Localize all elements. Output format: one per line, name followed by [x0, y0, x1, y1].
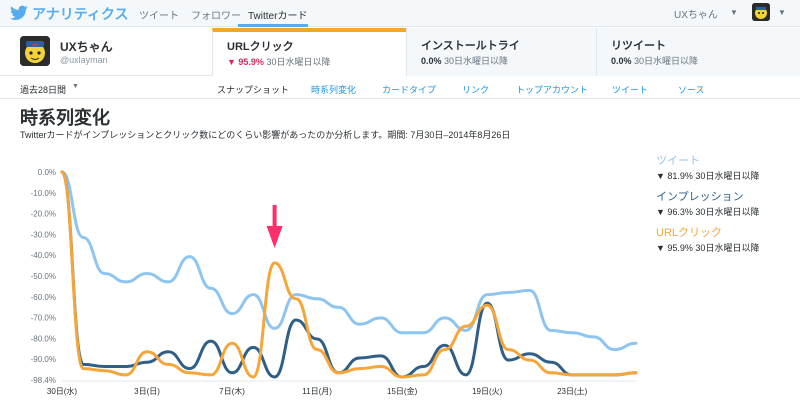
metric-value: 0.0% — [611, 56, 632, 66]
y-tick-label: -98.4% — [31, 376, 56, 385]
view-subnav: 過去28日間 ▼ スナップショット 時系列変化 カードタイプ リンク トップアカ… — [0, 77, 800, 99]
metric-change: 0.0% 30日水曜日以降 — [421, 54, 508, 67]
y-tick-label: -60.0% — [31, 293, 56, 302]
subnav-top-accounts[interactable]: トップアカウント — [516, 85, 589, 95]
avatar[interactable] — [752, 3, 770, 21]
metric-title: インストールトライ — [421, 40, 520, 52]
x-tick-label: 23日(土) — [557, 386, 588, 396]
x-tick-label: 3日(日) — [134, 387, 160, 396]
subnav-card-type[interactable]: カードタイプ — [382, 85, 437, 95]
legend-change: ▼ 96.3% 30日水曜日以降 — [656, 207, 760, 217]
metric-change: ▼ 95.9% 30日水曜日以降 — [227, 55, 330, 68]
y-tick-label: -70.0% — [31, 314, 56, 323]
series-line-2 — [60, 170, 638, 379]
profile-handle: @uxlayman — [60, 55, 108, 65]
y-tick-label: -30.0% — [31, 230, 56, 239]
x-tick-label: 30日(水) — [47, 386, 78, 396]
page-title: 時系列変化 — [20, 108, 110, 128]
legend-label: インプレッション — [656, 191, 744, 203]
metric-period: 30日水曜日以降 — [631, 56, 699, 66]
subnav-links[interactable]: リンク — [462, 85, 490, 95]
y-tick-label: 0.0% — [38, 168, 56, 177]
page-description: Twitterカードがインプレッションとクリック数にどのくらい影響があったのか分… — [20, 130, 511, 140]
twitter-bird-icon[interactable] — [10, 5, 28, 21]
analytics-brand[interactable]: アナリティクス — [32, 6, 129, 22]
legend-change: ▼ 81.9% 30日水曜日以降 — [656, 171, 760, 181]
metric-value: 0.0% — [421, 56, 442, 66]
chevron-down-icon[interactable]: ▼ — [730, 8, 738, 17]
legend-item-tweets[interactable]: ツイート ▼ 81.9% 30日水曜日以降 — [656, 152, 759, 182]
summary-header: UX UXちゃん @uxlayman URLクリック ▼ 95.9% 30日水曜… — [0, 28, 800, 76]
metric-value: ▼ 95.9% — [227, 57, 264, 67]
top-navigation: アナリティクス ツイート フォロワー Twitterカード UXちゃん ▼ ▼ — [0, 0, 800, 27]
metric-tab-url-clicks[interactable]: URLクリック ▼ 95.9% 30日水曜日以降 — [212, 28, 406, 76]
y-tick-label: -10.0% — [31, 189, 56, 198]
legend-label: URLクリック — [656, 227, 723, 239]
period-selector[interactable]: 過去28日間 — [20, 85, 67, 95]
subnav-snapshot[interactable]: スナップショット — [217, 85, 290, 95]
x-tick-label: 19日(火) — [472, 387, 503, 396]
x-tick-label: 15日(金) — [387, 386, 418, 396]
nav-followers[interactable]: フォロワー — [191, 11, 241, 22]
avatar: UX — [20, 36, 50, 66]
series-line-0 — [60, 170, 638, 352]
y-tick-label: -40.0% — [31, 251, 56, 260]
legend-label: ツイート — [656, 155, 700, 167]
y-tick-label: -90.0% — [31, 355, 56, 364]
chevron-down-icon[interactable]: ▼ — [778, 8, 786, 17]
metric-period: 30日水曜日以降 — [441, 56, 509, 66]
svg-text:UX: UX — [32, 42, 38, 47]
annotation-arrow-head — [266, 226, 283, 248]
nav-twitter-cards[interactable]: Twitterカード — [248, 11, 308, 22]
x-tick-label: 11日(月) — [302, 387, 332, 396]
subnav-sources[interactable]: ソース — [678, 85, 705, 95]
annotation-arrow-shaft — [272, 205, 277, 228]
y-tick-label: -80.0% — [31, 334, 56, 343]
subnav-tweets[interactable]: ツイート — [612, 85, 649, 95]
chevron-down-icon[interactable]: ▼ — [72, 83, 79, 90]
timeseries-chart: 0.0% -10.0% -20.0% -30.0% -40.0% -50.0% -60.0%… — [0, 150, 800, 419]
nav-active-indicator — [238, 24, 308, 27]
x-tick-label: 7日(木) — [219, 386, 245, 396]
metric-tab-install-attempts[interactable]: インストールトライ 0.0% 30日水曜日以降 — [406, 28, 596, 76]
metric-title: リツイート — [611, 40, 666, 52]
metric-title: URLクリック — [227, 41, 294, 53]
metric-change: 0.0% 30日水曜日以降 — [611, 54, 698, 67]
line-chart: 0.0% -10.0% -20.0% -30.0% -40.0% -50.0% -60.0%… — [31, 168, 638, 396]
legend-change: ▼ 95.9% 30日水曜日以降 — [656, 243, 760, 253]
metric-tab-retweets[interactable]: リツイート 0.0% 30日水曜日以降 — [596, 28, 800, 76]
y-tick-label: -20.0% — [31, 210, 56, 219]
nav-tweets[interactable]: ツイート — [139, 11, 179, 22]
legend-item-impressions[interactable]: インプレッション ▼ 96.3% 30日水曜日以降 — [656, 188, 759, 218]
profile-name: UXちゃん — [60, 40, 113, 54]
subnav-timeseries[interactable]: 時系列変化 — [311, 85, 357, 95]
legend-item-url-clicks[interactable]: URLクリック ▼ 95.9% 30日水曜日以降 — [656, 224, 759, 254]
user-menu[interactable]: UXちゃん — [674, 10, 718, 21]
y-tick-label: -50.0% — [31, 272, 56, 281]
metric-period: 30日水曜日以降 — [263, 57, 331, 67]
